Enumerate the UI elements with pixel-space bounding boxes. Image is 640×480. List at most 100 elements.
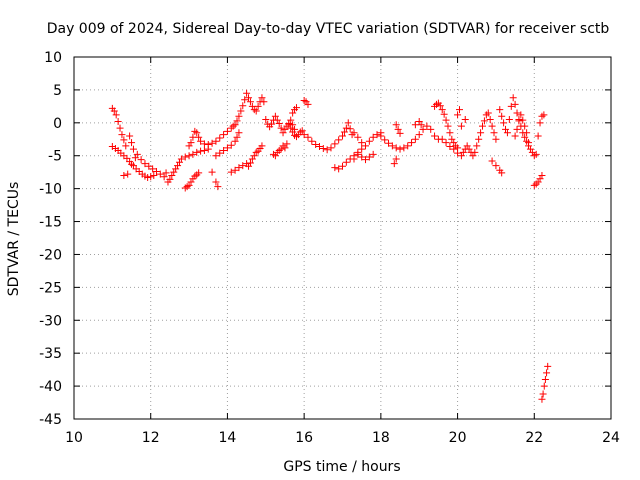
data-point bbox=[484, 109, 492, 117]
y-tick-labels: 10 5 0 -5 -10 -15 -20 -25 -30 -35 -40 -45 bbox=[39, 50, 62, 428]
data-point bbox=[369, 150, 377, 158]
data-point bbox=[488, 157, 496, 165]
data-point bbox=[220, 146, 228, 154]
data-point bbox=[502, 125, 510, 133]
data-point bbox=[237, 107, 245, 115]
data-point bbox=[365, 137, 373, 145]
x-tick-labels: 10 12 14 16 18 20 22 24 bbox=[65, 430, 620, 446]
data-point bbox=[177, 155, 185, 163]
data-point bbox=[227, 168, 235, 176]
data-point bbox=[440, 110, 448, 118]
data-point bbox=[536, 119, 544, 127]
data-point bbox=[300, 131, 308, 139]
data-point bbox=[444, 122, 452, 130]
data-point bbox=[446, 143, 454, 151]
data-point bbox=[174, 162, 182, 170]
data-point bbox=[340, 128, 348, 136]
data-point bbox=[540, 111, 548, 119]
data-point bbox=[354, 150, 362, 158]
data-point bbox=[390, 160, 398, 168]
data-point bbox=[112, 111, 120, 119]
data-point bbox=[532, 150, 540, 158]
data-point bbox=[241, 96, 249, 104]
data-point bbox=[195, 133, 203, 141]
y-tick-label: -35 bbox=[39, 346, 62, 362]
x-tick-label: 12 bbox=[142, 430, 160, 446]
data-point bbox=[417, 121, 425, 129]
data-point bbox=[187, 178, 195, 186]
data-point bbox=[454, 149, 462, 157]
data-point bbox=[189, 150, 197, 158]
data-point bbox=[541, 376, 549, 384]
data-point bbox=[208, 139, 216, 147]
data-point bbox=[170, 168, 178, 176]
x-tick-label: 24 bbox=[602, 430, 620, 446]
data-point bbox=[486, 116, 494, 124]
data-point bbox=[465, 145, 473, 153]
data-point bbox=[204, 141, 212, 149]
data-point bbox=[214, 183, 222, 191]
data-point bbox=[279, 129, 287, 137]
data-point bbox=[335, 136, 343, 144]
data-point bbox=[250, 152, 258, 160]
x-tick-label: 20 bbox=[449, 430, 467, 446]
data-point bbox=[521, 133, 529, 141]
data-point bbox=[156, 170, 164, 178]
y-tick-label: 0 bbox=[53, 116, 62, 132]
data-point bbox=[492, 135, 500, 143]
y-tick-label: -20 bbox=[39, 247, 62, 263]
data-point bbox=[350, 129, 358, 137]
data-point bbox=[457, 122, 465, 130]
data-point bbox=[235, 112, 243, 120]
data-point bbox=[471, 148, 479, 156]
data-point bbox=[187, 139, 195, 147]
data-point bbox=[212, 152, 220, 160]
data-point bbox=[292, 104, 300, 112]
data-point bbox=[277, 145, 285, 153]
data-point bbox=[455, 106, 463, 114]
data-point bbox=[298, 127, 306, 135]
data-point bbox=[331, 140, 339, 148]
y-tick-label: -10 bbox=[39, 182, 62, 198]
data-point bbox=[281, 125, 289, 133]
data-point bbox=[385, 139, 393, 147]
data-point bbox=[346, 125, 354, 133]
data-point bbox=[505, 116, 513, 124]
data-point bbox=[539, 390, 547, 398]
data-point bbox=[197, 137, 205, 145]
data-point bbox=[438, 106, 446, 114]
data-point bbox=[519, 116, 527, 124]
data-point bbox=[463, 142, 471, 150]
data-point bbox=[252, 107, 260, 115]
data-point bbox=[442, 139, 450, 147]
data-point bbox=[392, 121, 400, 129]
data-point bbox=[530, 152, 538, 160]
data-point bbox=[543, 369, 551, 377]
data-point bbox=[129, 145, 137, 153]
ticks bbox=[73, 56, 612, 420]
data-point bbox=[388, 142, 396, 150]
data-point bbox=[475, 135, 483, 143]
data-point bbox=[193, 129, 201, 137]
data-point bbox=[128, 139, 136, 147]
data-point bbox=[523, 137, 531, 145]
data-point bbox=[245, 94, 253, 102]
data-point bbox=[133, 150, 141, 158]
y-tick-label: 10 bbox=[44, 50, 62, 66]
y-tick-label: -30 bbox=[39, 313, 62, 329]
data-point bbox=[227, 141, 235, 149]
data-point bbox=[181, 153, 189, 161]
data-point bbox=[126, 132, 134, 140]
data-point bbox=[431, 132, 439, 140]
data-point bbox=[526, 145, 534, 153]
data-point bbox=[231, 166, 239, 174]
data-point bbox=[200, 146, 208, 154]
data-point bbox=[438, 135, 446, 143]
data-point bbox=[530, 181, 538, 189]
data-point bbox=[220, 131, 228, 139]
data-point bbox=[490, 129, 498, 137]
data-point bbox=[342, 124, 350, 132]
data-point bbox=[122, 142, 130, 150]
data-point bbox=[287, 124, 295, 132]
data-point bbox=[283, 140, 291, 148]
